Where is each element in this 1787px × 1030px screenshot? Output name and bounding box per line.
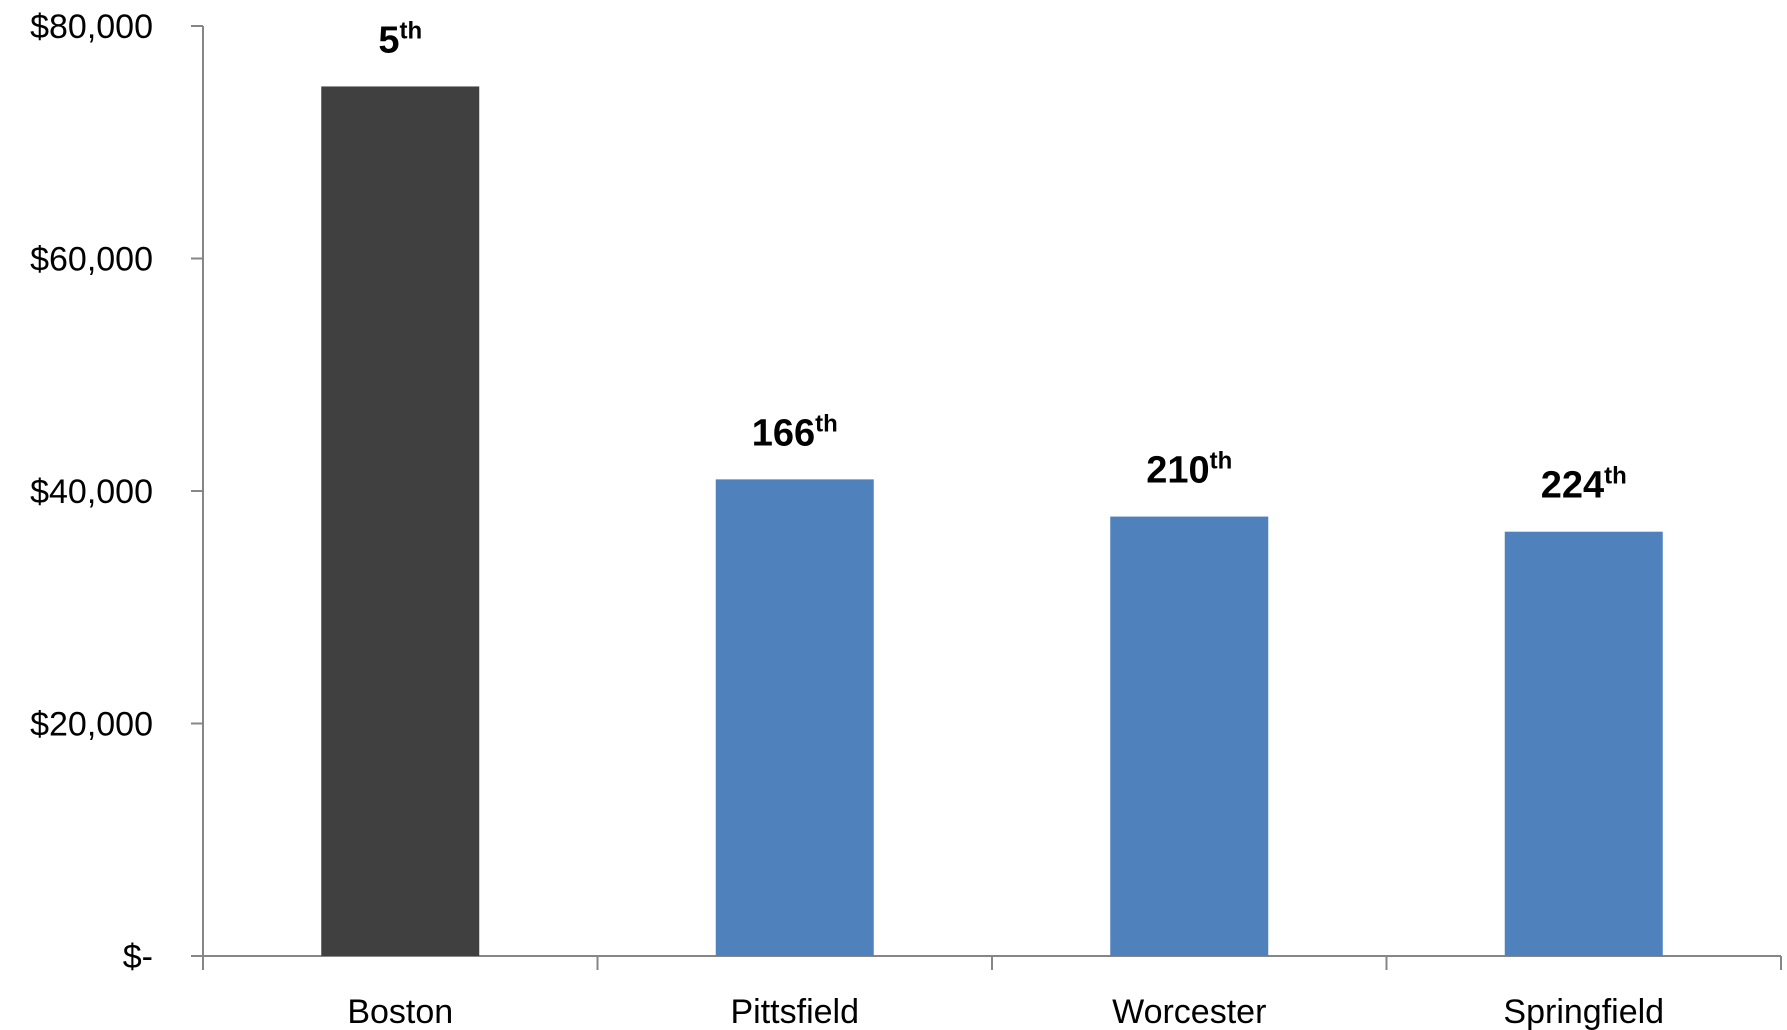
- x-tick-label: Pittsfield: [731, 993, 860, 1030]
- bar-data-label: 166th: [752, 410, 838, 454]
- bar-pittsfield: [715, 479, 874, 956]
- y-tick-label: $40,000: [30, 473, 153, 511]
- bar-data-label: 210th: [1146, 448, 1232, 492]
- bar-data-label-number: 210: [1146, 450, 1209, 492]
- bar-springfield: [1504, 531, 1663, 956]
- y-tick-labels: $- $20,000 $40,000 $60,000 $80,000: [30, 8, 153, 976]
- x-tick-label: Springfield: [1503, 993, 1664, 1030]
- bar-worcester: [1110, 516, 1269, 956]
- y-tick-label: $60,000: [30, 241, 153, 279]
- x-tick-label: Boston: [347, 993, 453, 1030]
- bars: [321, 86, 1663, 956]
- bar-data-label-number: 5: [378, 19, 399, 61]
- bar-data-label-number: 166: [752, 412, 815, 454]
- bar-data-label: 5th: [378, 17, 422, 61]
- bar-boston: [321, 86, 480, 956]
- bar-data-label-number: 224: [1541, 465, 1604, 507]
- bar-data-label-suffix: th: [1210, 448, 1233, 475]
- bar-data-label-suffix: th: [1604, 463, 1627, 490]
- y-tick-label: $20,000: [30, 706, 153, 744]
- bar-data-label-suffix: th: [399, 17, 422, 44]
- x-tick-label: Worcester: [1112, 993, 1266, 1030]
- bar-data-label-suffix: th: [815, 410, 838, 437]
- bar-data-label: 224th: [1541, 463, 1627, 507]
- x-tick-labels: Boston Pittsfield Worcester Springfield: [347, 993, 1664, 1030]
- y-tick-label: $80,000: [30, 8, 153, 46]
- y-tick-label: $-: [123, 938, 153, 976]
